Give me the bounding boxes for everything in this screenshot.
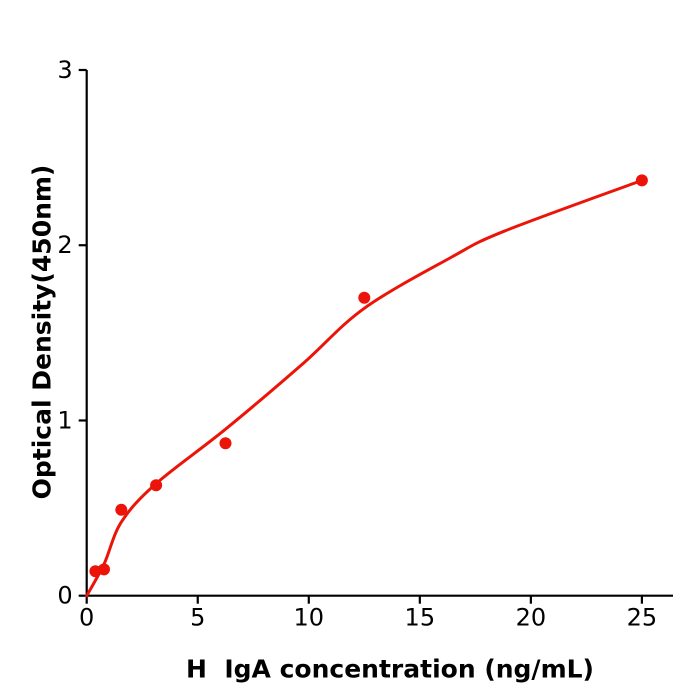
x-tick-label: 0	[79, 604, 94, 632]
x-tick-label: 25	[627, 604, 658, 632]
data-point	[115, 503, 128, 516]
data-point	[150, 479, 163, 492]
x-tick-label: 5	[190, 604, 205, 632]
fit-curve	[85, 178, 644, 598]
y-tick-label: 0	[57, 582, 72, 610]
data-point	[635, 174, 648, 187]
data-point	[358, 291, 371, 304]
y-tick-label: 1	[57, 406, 72, 434]
x-tick-label: 10	[294, 604, 325, 632]
y-tick-label: 2	[57, 231, 72, 259]
x-axis-title: H IgA concentration (ng/mL)	[186, 654, 594, 684]
y-axis-title: Optical Density(450nm)	[27, 164, 57, 500]
data-point	[219, 437, 232, 450]
y-tick-label: 3	[57, 56, 72, 84]
data-point	[98, 563, 110, 576]
x-tick-label: 15	[405, 604, 436, 632]
x-tick-label: 20	[516, 604, 547, 632]
